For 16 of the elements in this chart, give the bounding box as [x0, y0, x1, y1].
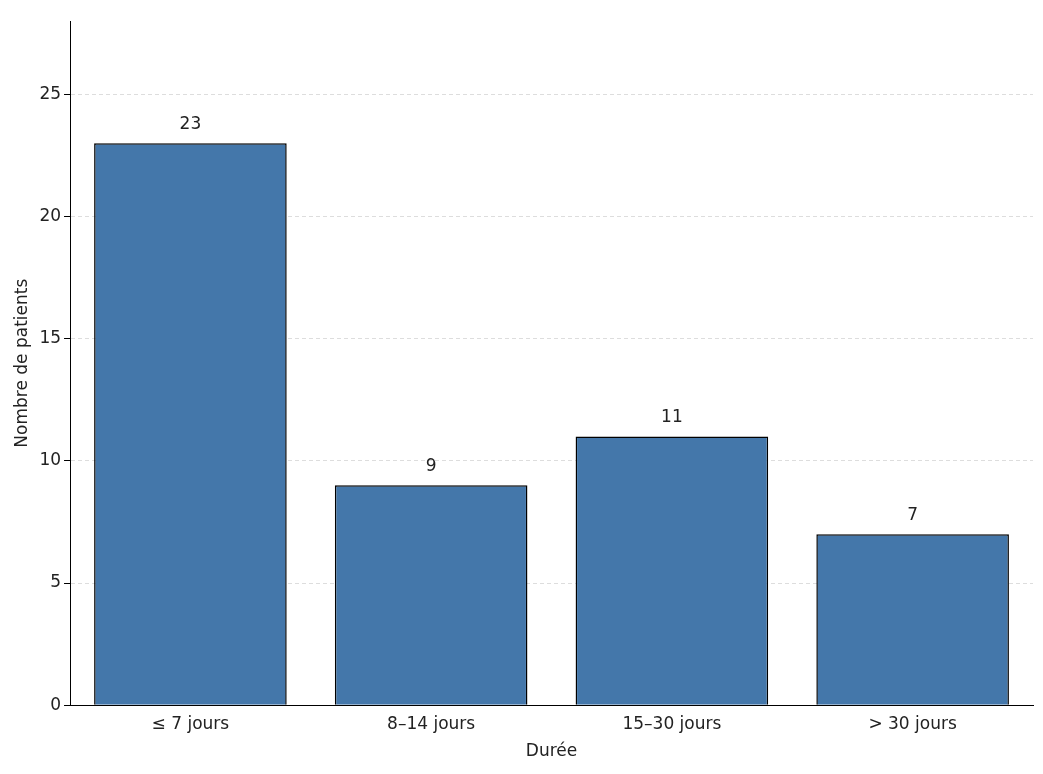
data-label: 7 [907, 504, 919, 525]
y-tick-label: 25 [39, 82, 62, 103]
x-tick-label: 15–30 jours [622, 712, 722, 733]
data-label: 9 [425, 455, 437, 476]
x-tick-label: ≤ 7 jours [151, 712, 230, 733]
x-tick-label: > 30 jours [868, 712, 957, 733]
y-tick-label: 15 [39, 327, 62, 348]
data-label: 11 [661, 406, 683, 427]
y-axis-title: Nombre de patients [10, 278, 31, 448]
y-tick-label: 20 [39, 205, 62, 226]
x-tick-label: 8–14 jours [387, 712, 476, 733]
y-tick-label: 5 [50, 571, 62, 592]
y-tick-label: 0 [50, 693, 62, 714]
x-axis-title: Durée [525, 740, 578, 761]
y-tick-label: 10 [39, 449, 62, 470]
data-label: 23 [179, 113, 202, 134]
